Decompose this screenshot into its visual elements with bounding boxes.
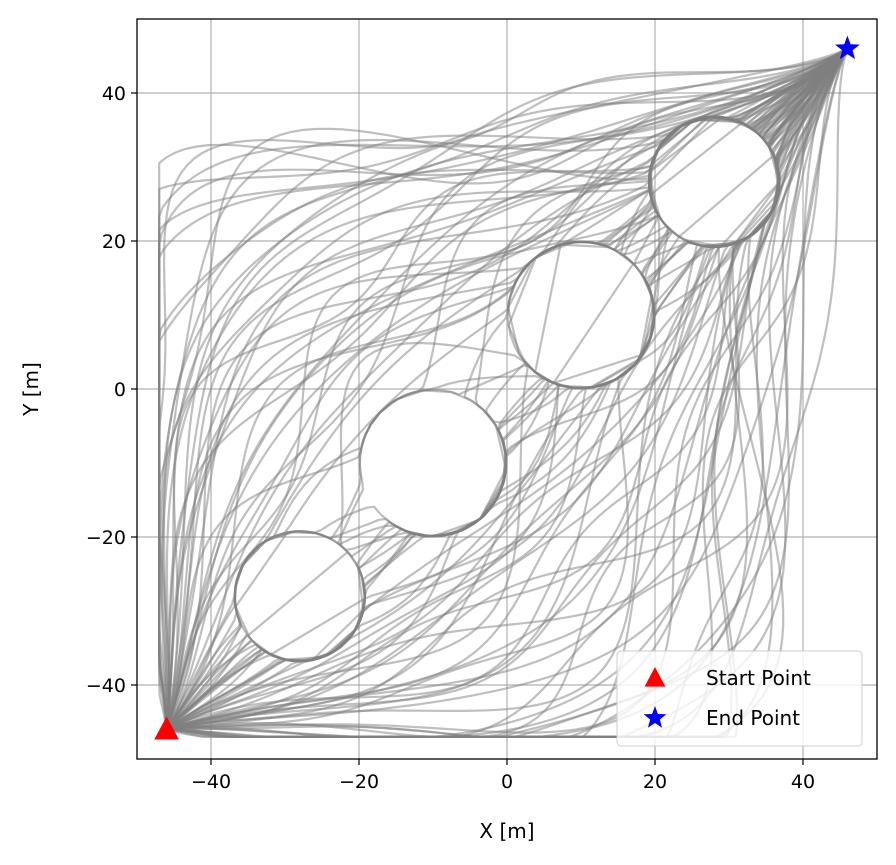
y-tick-label: −40 [86,675,126,697]
axis-ticks: −40 −20 0 20 40 −40 −20 0 20 40 [86,83,815,793]
legend-start-label: Start Point [706,666,811,690]
trajectory-line [165,47,849,730]
x-tick-label: −40 [191,771,231,793]
trajectory-line [166,47,849,731]
trajectory-line [166,47,849,731]
legend: Start Point End Point [616,650,863,747]
trajectory-line [165,47,848,730]
end-point-marker [835,35,860,60]
y-tick-label: 0 [114,379,126,401]
trajectory-line [165,47,848,730]
x-axis-label: X [m] [479,819,534,843]
legend-end-label: End Point [706,706,800,730]
legend-end-marker [643,706,667,728]
trajectory-line [166,48,849,731]
legend-end-icon [643,706,667,728]
y-tick-label: 40 [102,83,126,105]
trajectory-line [166,47,849,738]
trajectory-line [158,47,849,730]
trajectory-line [159,47,848,730]
trajectory-lines [158,47,849,738]
x-tick-label: −20 [339,771,379,793]
trajectory-line [165,47,849,730]
endpoint-markers [154,35,860,740]
x-tick-label: 40 [791,771,815,793]
legend-start-marker [644,667,666,687]
x-tick-label: 20 [643,771,667,793]
y-tick-label: −20 [86,527,126,549]
trajectory-line [165,47,849,730]
legend-box [616,650,863,747]
legend-start-icon [644,667,666,687]
start-point-marker [154,716,179,740]
x-tick-label: 0 [501,771,513,793]
trajectory-line [165,47,848,730]
y-axis-label: Y [m] [19,362,43,417]
trajectory-line [165,47,849,730]
y-tick-label: 20 [102,231,126,253]
